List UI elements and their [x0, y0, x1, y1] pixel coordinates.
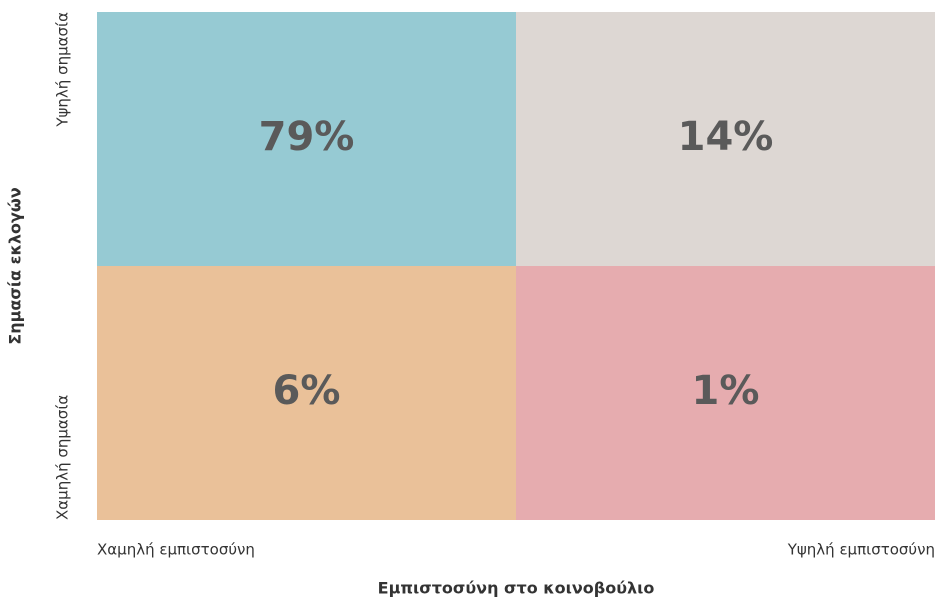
- y-tick-label: Χαμηλή σημασία: [54, 395, 72, 520]
- y-axis-title: Σημασία εκλογών: [6, 187, 25, 345]
- cell: [97, 266, 516, 520]
- value-label: 1%: [692, 368, 760, 414]
- x-axis-title: Εμπιστοσύνη στο κοινοβούλιο: [378, 579, 655, 598]
- x-tick-label: Υψηλή εμπιστοσύνη: [787, 541, 935, 559]
- y-tick-label: Υψηλή σημασία: [54, 12, 72, 128]
- cell: [516, 12, 935, 266]
- value-label: 79%: [259, 114, 355, 160]
- value-label: 6%: [273, 368, 341, 414]
- x-tick-label: Χαμηλή εμπιστοσύνη: [97, 541, 255, 559]
- value-label: 14%: [678, 114, 774, 160]
- cell: [97, 12, 516, 266]
- cell: [516, 266, 935, 520]
